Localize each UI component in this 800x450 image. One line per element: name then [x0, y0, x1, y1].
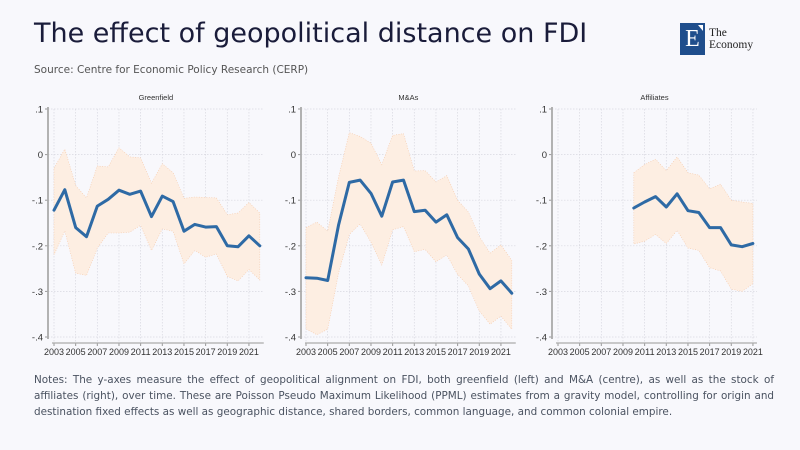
x-tick-label: 2017 [700, 347, 720, 358]
x-tick-label: 2013 [404, 347, 424, 358]
x-tick-label: 2011 [383, 347, 403, 358]
y-tick-label: -.4 [285, 333, 296, 344]
y-tick-label: 0 [542, 150, 547, 161]
x-tick-label: 2005 [318, 347, 338, 358]
x-tick-label: 2007 [87, 347, 107, 358]
y-tick-label: -.1 [536, 196, 547, 207]
panel-title: Greenfield [139, 93, 174, 102]
y-tick-label: .1 [539, 105, 547, 116]
notes-text: Notes: The y-axes measure the effect of … [34, 374, 774, 418]
logo-mark-icon: E [680, 23, 705, 55]
logo-text: The Economy [709, 27, 753, 51]
panel-title: M&As [398, 93, 418, 102]
x-tick-label: 2019 [721, 347, 741, 358]
x-tick-label: 2005 [570, 347, 590, 358]
y-tick-label: 0 [38, 150, 43, 161]
publisher-logo: E The Economy [680, 23, 753, 55]
x-tick-label: 2003 [296, 347, 316, 358]
y-tick-label: -.3 [536, 287, 547, 298]
y-tick-label: -.2 [285, 241, 296, 252]
confidence-band [305, 132, 513, 336]
x-tick-label: 2021 [491, 347, 511, 358]
x-tick-label: 2011 [635, 347, 655, 358]
logo-line-2: Economy [709, 39, 754, 51]
source-caption: Source: Centre for Economic Policy Resea… [34, 64, 309, 76]
x-tick-label: 2009 [613, 347, 633, 358]
x-tick-label: 2011 [131, 347, 151, 358]
panel-title: Affiliates [640, 93, 668, 102]
estimate-line [304, 178, 514, 295]
logo-line-1: The [709, 27, 727, 39]
y-tick-label: -.4 [536, 333, 547, 344]
x-tick-label: 2003 [44, 347, 64, 358]
y-tick-label: 0 [291, 150, 296, 161]
y-tick-label: .1 [35, 105, 43, 116]
x-tick-label: 2015 [174, 347, 194, 358]
x-tick-label: 2019 [469, 347, 489, 358]
y-tick-label: -.3 [32, 287, 43, 298]
confidence-band [53, 147, 261, 282]
x-tick-label: 2017 [196, 347, 216, 358]
x-tick-label: 2003 [548, 347, 568, 358]
x-tick-label: 2013 [152, 347, 172, 358]
page-title: The effect of geopolitical distance on F… [34, 18, 588, 49]
y-tick-label: .1 [288, 105, 296, 116]
x-tick-label: 2007 [339, 347, 359, 358]
x-tick-label: 2013 [656, 347, 676, 358]
logo-mark-letter: E [685, 25, 700, 52]
confidence-band [633, 156, 754, 292]
estimate-line [52, 188, 262, 249]
x-tick-label: 2021 [743, 347, 763, 358]
x-tick-label: 2015 [426, 347, 446, 358]
y-tick-label: -.4 [32, 333, 43, 344]
logo-accent-icon [698, 25, 703, 31]
x-tick-label: 2009 [109, 347, 129, 358]
y-tick-label: -.3 [285, 287, 296, 298]
x-tick-label: 2021 [239, 347, 259, 358]
y-tick-label: -.2 [32, 241, 43, 252]
x-tick-label: 2015 [678, 347, 698, 358]
y-tick-label: -.1 [285, 196, 296, 207]
y-tick-label: -.1 [32, 196, 43, 207]
x-tick-label: 2019 [217, 347, 237, 358]
estimate-line [632, 192, 755, 249]
x-tick-label: 2005 [66, 347, 86, 358]
x-tick-label: 2009 [361, 347, 381, 358]
y-tick-label: -.2 [536, 241, 547, 252]
x-tick-label: 2017 [448, 347, 468, 358]
x-tick-label: 2007 [591, 347, 611, 358]
